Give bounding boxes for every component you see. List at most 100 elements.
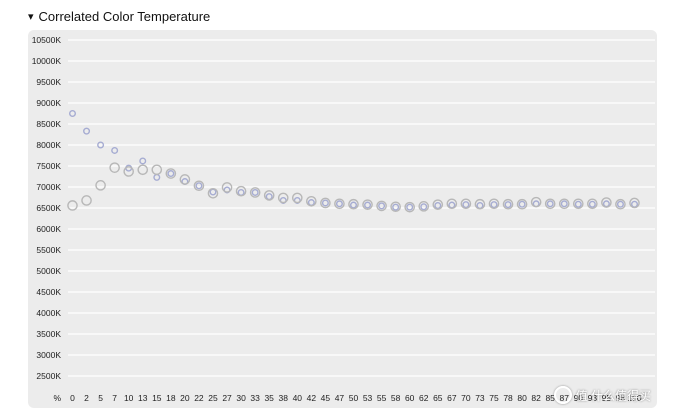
- cct-scatter-chart: 2500K 3000K 3500K 4000K 4500K 5000K 5500K 6000K…: [32, 35, 655, 403]
- data-point-large: [109, 162, 120, 173]
- data-point-large: [587, 198, 598, 210]
- watermark-text: 值 什么值得买: [575, 388, 651, 403]
- x-tick-label: 85: [545, 393, 555, 403]
- x-tick-label: 42: [307, 393, 317, 403]
- x-tick-label: 2: [84, 393, 89, 403]
- data-point-small: [111, 146, 119, 154]
- x-tick-label: 100: [627, 393, 641, 403]
- x-tick-label: 62: [419, 393, 429, 403]
- y-tick-label: 4000K: [36, 308, 61, 318]
- y-tick-label: 3500K: [36, 329, 61, 339]
- collapse-caret-icon[interactable]: ▾: [28, 10, 34, 23]
- data-point-small: [546, 200, 554, 208]
- x-tick-label: 0: [70, 393, 75, 403]
- y-tick-label: 6500K: [36, 203, 61, 213]
- x-tick-label: 82: [531, 393, 541, 403]
- x-tick-label: 73: [475, 393, 485, 403]
- data-point-small: [364, 201, 372, 209]
- data-point-small: [602, 200, 610, 208]
- x-tick-label: 65: [433, 393, 443, 403]
- data-point-small: [616, 200, 624, 208]
- y-tick-label: 10000K: [32, 56, 62, 66]
- data-point-small: [69, 109, 77, 117]
- data-point-large: [123, 166, 134, 177]
- data-point-large: [558, 198, 570, 210]
- y-tick-label: 3000K: [36, 350, 61, 360]
- data-point-large: [67, 200, 78, 211]
- data-point-small: [251, 188, 259, 196]
- x-tick-label: 67: [447, 393, 457, 403]
- x-tick-label: 45: [321, 393, 331, 403]
- data-point-small: [631, 200, 639, 208]
- section-header[interactable]: ▾ Correlated Color Temperature: [28, 6, 210, 26]
- data-point-large: [165, 168, 177, 179]
- x-tick-label: 5: [98, 393, 103, 403]
- data-point-small: [139, 157, 147, 165]
- data-point-large: [446, 198, 458, 210]
- watermark: 值 什么值得买: [553, 386, 651, 404]
- data-point-large: [193, 180, 205, 192]
- data-point-small: [153, 173, 161, 181]
- data-point-large: [137, 164, 149, 176]
- data-point-small: [279, 196, 287, 204]
- x-tick-label: 53: [363, 393, 373, 403]
- data-point-large: [601, 197, 612, 208]
- data-point-small: [434, 201, 442, 209]
- data-point-small: [504, 201, 512, 209]
- data-point-large: [362, 199, 373, 210]
- data-point-large: [376, 200, 387, 212]
- data-point-large: [432, 199, 444, 210]
- data-point-large: [306, 195, 317, 207]
- y-tick-label: 6000K: [36, 224, 61, 234]
- x-tick-label: 20: [180, 393, 190, 403]
- data-point-large: [544, 198, 556, 210]
- data-point-large: [221, 182, 233, 193]
- y-tick-label: 10500K: [32, 35, 62, 45]
- data-point-large: [474, 198, 486, 210]
- x-tick-label: 15: [152, 393, 162, 403]
- data-point-large: [81, 195, 92, 206]
- data-point-large: [151, 164, 163, 176]
- x-tick-label: 38: [279, 393, 289, 403]
- data-point-small: [335, 200, 343, 208]
- y-tick-label: 8000K: [36, 140, 61, 150]
- data-point-small: [223, 186, 231, 194]
- x-tick-label: 78: [503, 393, 513, 403]
- y-tick-label: 9000K: [36, 98, 61, 108]
- data-point-large: [277, 192, 289, 204]
- x-tick-label: 50: [349, 393, 359, 403]
- x-tick-label: 75: [489, 393, 499, 403]
- data-point-small: [462, 201, 470, 209]
- x-tick-label: 35: [264, 393, 274, 403]
- x-tick-label: 18: [166, 393, 176, 403]
- y-tick-label: 7000K: [36, 182, 61, 192]
- x-tick-label: 25: [208, 393, 218, 403]
- x-tick-label: 70: [461, 393, 471, 403]
- data-point-small: [406, 203, 414, 211]
- data-point-small: [321, 199, 329, 207]
- x-tick-label: 27: [222, 393, 232, 403]
- data-point-large: [95, 180, 106, 191]
- data-point-small: [420, 203, 428, 211]
- x-tick-label: 7: [112, 393, 117, 403]
- data-point-large: [502, 198, 514, 210]
- y-tick-label: 8500K: [36, 119, 61, 129]
- data-point-large: [460, 198, 472, 210]
- data-point-large: [418, 201, 430, 212]
- data-point-small: [83, 127, 91, 135]
- data-point-large: [291, 192, 303, 204]
- data-point-large: [235, 185, 247, 197]
- data-point-large: [348, 198, 359, 210]
- data-point-small: [378, 202, 386, 210]
- data-point-large: [334, 198, 345, 210]
- y-tick-label: 5500K: [36, 245, 61, 255]
- data-point-small: [350, 201, 358, 209]
- data-point-small: [588, 200, 596, 208]
- y-tick-label: 7500K: [36, 161, 61, 171]
- section-title: Correlated Color Temperature: [38, 8, 211, 24]
- x-tick-label: 33: [250, 393, 260, 403]
- x-tick-label: 47: [335, 393, 345, 403]
- data-point-small: [237, 188, 245, 196]
- data-point-small: [293, 196, 301, 204]
- data-point-small: [307, 199, 315, 207]
